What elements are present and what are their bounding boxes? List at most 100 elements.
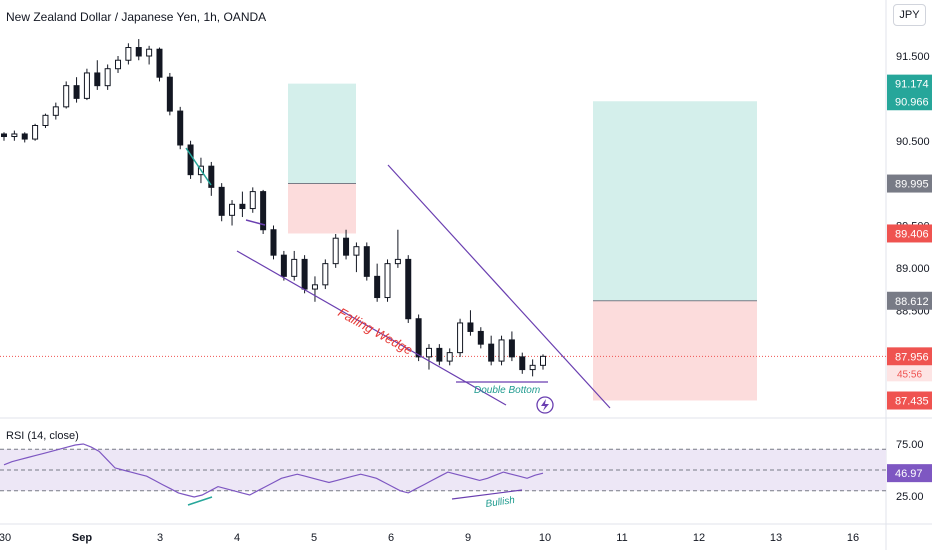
candle-body	[249, 191, 256, 210]
price-badge-label: 87.956	[895, 351, 929, 363]
currency-button[interactable]: JPY	[893, 4, 926, 26]
candle-body	[280, 254, 287, 277]
candle-body	[446, 352, 453, 362]
candle-body	[1, 133, 7, 138]
price-badge-label: 89.406	[895, 228, 929, 240]
candle-body	[457, 322, 464, 354]
candle-body	[52, 106, 59, 116]
candle-body	[229, 203, 236, 216]
divergence-low-line	[245, 219, 266, 226]
wedge-lower-line	[236, 250, 507, 406]
rsi-line	[3, 443, 544, 498]
candle-body	[384, 263, 391, 299]
time-tick-label: 13	[770, 532, 782, 544]
candle-body	[353, 246, 360, 256]
time-tick-label: 10	[539, 532, 551, 544]
lightning-glyph	[541, 399, 549, 411]
candle-body	[477, 330, 484, 345]
candle-body	[177, 110, 184, 146]
candle-body	[21, 133, 28, 140]
double-bottom-label: Double Bottom	[474, 385, 540, 396]
price-badge	[887, 224, 932, 243]
time-tick-label: 5	[311, 532, 317, 544]
candle-body	[73, 85, 80, 99]
candle-body	[32, 124, 39, 140]
countdown-badge	[887, 365, 932, 382]
price-badge	[887, 391, 932, 410]
price-tick-label: 90.500	[896, 136, 930, 148]
candle-body	[394, 258, 401, 265]
divergence-line	[185, 147, 212, 186]
candle-body	[63, 85, 70, 108]
rsi-divergence-line	[187, 496, 213, 506]
candle-body	[405, 258, 412, 320]
candle-body	[104, 68, 111, 87]
stop-zone-1	[288, 183, 356, 234]
candle-body	[343, 237, 350, 256]
candle-body	[301, 258, 308, 290]
candle-body	[146, 48, 153, 57]
price-badge-label: 91.174	[895, 79, 929, 91]
bullish-label: Bullish	[485, 495, 516, 510]
chart-title: New Zealand Dollar / Japanese Yen, 1h, O…	[6, 10, 267, 24]
time-tick-label: Sep	[72, 532, 92, 544]
candle-body	[260, 191, 267, 231]
time-tick-label: 16	[847, 532, 859, 544]
price-tick-label: 89.000	[896, 263, 930, 275]
time-tick-label: 6	[388, 532, 394, 544]
countdown-label: 45:56	[897, 369, 922, 380]
time-tick-label: 11	[616, 532, 627, 544]
candle-body	[94, 72, 101, 87]
time-tick-label: 3	[157, 532, 163, 544]
rsi-current-badge	[887, 464, 932, 483]
price-badge	[887, 291, 932, 310]
time-tick-label: 30	[0, 532, 11, 544]
candle-body	[135, 47, 142, 57]
candle-body	[332, 237, 339, 265]
price-badge	[887, 347, 932, 366]
candle-body	[519, 356, 526, 371]
price-tick-label: 91.500	[896, 51, 930, 63]
candle-body	[208, 165, 215, 188]
candle-body	[467, 322, 474, 332]
candle-body	[218, 186, 225, 216]
rsi-tick-label: 25.00	[896, 491, 924, 503]
price-badge-label: 87.435	[895, 396, 929, 408]
candle-body	[508, 339, 515, 358]
falling-wedge-label: Falling Wedge	[336, 305, 416, 358]
price-badge-label: 89.995	[895, 179, 929, 191]
candle-body	[311, 284, 318, 290]
candle-body	[125, 47, 132, 61]
rsi-current-value: 46.97	[895, 468, 923, 480]
candle-body	[83, 72, 90, 99]
candle-body	[374, 275, 381, 299]
price-badge-label: 88.612	[895, 296, 929, 308]
target-zone-2	[593, 101, 757, 301]
candle-body	[115, 59, 122, 70]
candle-body	[42, 114, 49, 126]
rsi-title: RSI (14, close)	[6, 430, 79, 442]
candle-body	[363, 246, 370, 277]
candle-body	[436, 347, 443, 362]
price-badge	[887, 74, 932, 93]
target-zone-1	[288, 83, 356, 184]
candle-body	[540, 355, 546, 366]
candle-body	[291, 258, 298, 277]
candle-body	[270, 229, 277, 256]
candle-body	[166, 76, 173, 112]
price-badge	[887, 92, 932, 111]
time-tick-label: 4	[234, 532, 240, 544]
wedge-upper-line	[387, 164, 611, 409]
candle-body	[156, 48, 163, 78]
candle-body	[11, 133, 18, 138]
stop-zone-2	[593, 300, 757, 401]
candle-body	[239, 203, 246, 210]
time-tick-label: 12	[693, 532, 705, 544]
candle-body	[187, 144, 194, 176]
rsi-tick-label: 75.00	[896, 439, 924, 451]
rsi-bullish-line	[451, 489, 523, 500]
price-badge	[887, 174, 932, 193]
price-badge-label: 90.966	[895, 96, 929, 108]
candle-body	[425, 347, 432, 358]
